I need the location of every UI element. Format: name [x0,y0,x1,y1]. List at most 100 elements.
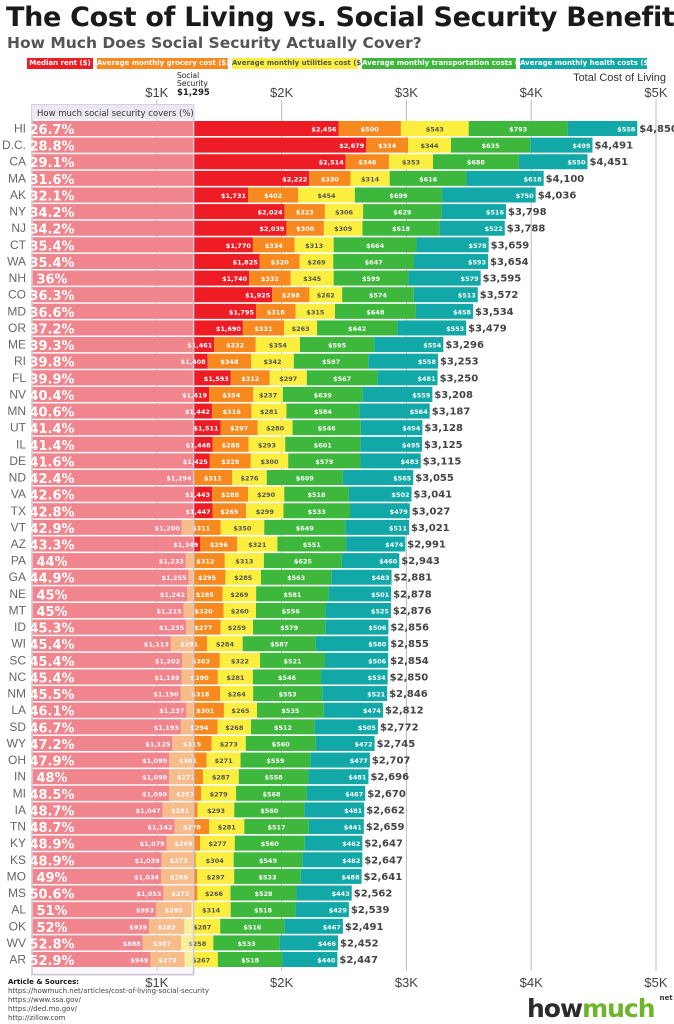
bar-segment-grocery [272,287,310,303]
value-label-utilities: $297 [279,375,297,383]
state-label: OH [8,753,26,767]
bar-segment-grocery [212,436,249,452]
bar-segment-transportation [244,819,309,835]
value-label-health: $462 [342,840,360,848]
value-label-health: $505 [358,724,377,732]
value-label-transportation: $512 [274,724,292,732]
total-label: $3,208 [434,390,473,401]
coverage-tint [32,918,194,934]
state-label: D.C. [2,138,26,152]
legend-transportation: Average monthly transportation costs ($) [362,58,526,69]
bar-segment-health [530,137,593,153]
bar-segment-grocery [211,403,252,419]
value-label-grocery: $269 [174,840,193,848]
value-label-utilities: $314 [361,175,380,183]
value-label-transportation: $599 [362,275,381,283]
value-label-rent: $1,142 [147,824,172,832]
bar-segment-rent [32,204,285,220]
total-label: $2,943 [401,556,440,567]
source-link[interactable]: http://zillow.com [8,1014,66,1022]
bar-segment-health [314,719,378,735]
state-label: MT [9,603,27,617]
state-label: NC [9,670,27,684]
bar-segment-transportation [261,569,332,585]
coverage-tint [32,287,194,303]
bar-segment-transportation [282,386,363,402]
state-label: SC [9,653,26,667]
total-label: $2,855 [390,639,429,650]
value-label-utilities: $281 [260,408,279,416]
value-label-rent: $1,193 [154,724,179,732]
value-label-health: $513 [458,292,476,300]
value-label-health: $443 [332,890,350,898]
bar-segment-transportation [285,436,361,452]
source-link[interactable]: https://www.ssa.gov/ [8,996,81,1004]
bar-segment-utilities [257,420,293,436]
state-label: WI [11,637,26,651]
source-link[interactable]: https://ded.mo.gov/ [8,1005,77,1013]
bar-segment-transportation [251,719,315,735]
value-label-health: $534 [368,674,387,682]
value-label-rent: $1,349 [173,541,199,549]
coverage-percent: 41.4% [29,439,74,454]
value-label-health: $466 [318,940,337,948]
coverage-tint [32,170,194,186]
x-tick-label-top: $4K [520,85,543,100]
value-label-grocery: $290 [191,674,210,682]
value-label-health: $481 [344,807,363,815]
bar-segment-grocery [212,503,247,519]
value-label-grocery: $354 [222,391,241,399]
coverage-tint [32,353,194,369]
value-label-health: $506 [368,657,387,665]
state-label: WA [7,254,26,268]
social-security-label: Security [177,79,208,88]
bar-segment-rent [32,503,213,519]
bar-segment-rent [32,553,186,569]
state-label: RI [14,354,26,368]
source-link[interactable]: https://howmuch.net/articles/cost-of-liv… [8,987,209,995]
value-label-transportation: $553 [279,691,297,699]
value-label-grocery: $298 [282,292,301,300]
howmuch-logo: howmuch net [527,994,673,1023]
state-label: UT [10,421,27,435]
bar-segment-rent [32,370,231,386]
value-label-transportation: $648 [366,308,385,316]
total-label: $2,745 [377,739,416,750]
value-label-grocery: $294 [190,724,209,732]
bar-segment-transportation [233,852,303,868]
value-label-utilities: $306 [335,209,354,217]
bar-segment-utilities [251,403,287,419]
bar-segment-rent [32,353,208,369]
value-label-transportation: $616 [419,175,438,183]
value-label-rent: $1,233 [159,558,184,566]
value-label-health: $429 [329,907,348,915]
value-label-transportation: $528 [254,890,273,898]
value-label-grocery: $320 [271,258,290,266]
state-label: DE [9,454,26,468]
legend-health: Average monthly health costs ($) [520,58,652,69]
coverage-tint [32,902,194,918]
bar-segment-grocery [180,719,218,735]
state-label: OK [9,919,26,933]
coverage-percent: 34.2% [29,223,74,238]
value-label-health: $525 [371,607,390,615]
bar-segment-health [441,204,506,220]
value-label-transportation: $579 [315,458,334,466]
bar-segment-rent [32,952,151,967]
state-label: AK [10,188,26,202]
bar-segment-rent [32,752,170,768]
state-label: WY [7,736,26,750]
bar-segment-utilities [237,536,278,552]
bar-segment-grocery [200,536,238,552]
coverage-percent: 36.6% [29,306,74,321]
state-label: ID [14,620,26,634]
bar-segment-transportation [213,935,280,951]
bar-segment-grocery [284,204,325,220]
value-label-grocery: $334 [378,142,397,150]
bar-segment-health [328,586,392,602]
coverage-tint [32,121,194,136]
value-label-rent: $1,199 [155,674,181,682]
value-label-transportation: $699 [389,192,408,200]
value-label-transportation: $533 [308,508,326,516]
coverage-tint [32,652,194,668]
